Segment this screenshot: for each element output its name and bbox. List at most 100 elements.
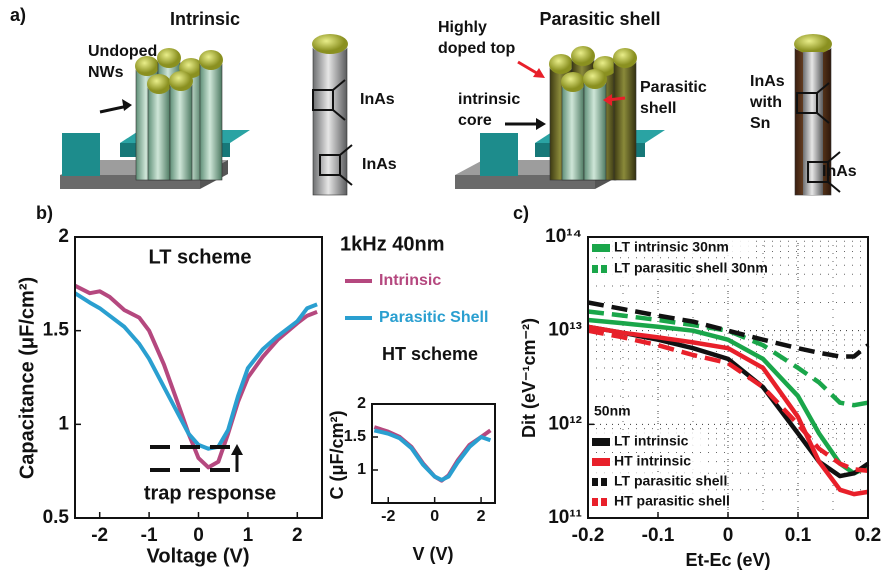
nanowire [613, 61, 637, 181]
diagram-title: Intrinsic [170, 9, 240, 29]
diagram-label: InAs [362, 156, 397, 173]
diagram-label: doped top [438, 40, 516, 57]
pointer [827, 181, 841, 193]
x-tick-label: 0.2 [855, 525, 881, 546]
legend-label: LT parasitic shell 30nm [614, 260, 768, 276]
legend-label: LT parasitic shell [614, 473, 727, 489]
arrowhead [533, 68, 545, 78]
panel-label: c) [513, 203, 529, 223]
y-tick-label: 10¹³ [548, 320, 582, 341]
plot-frame [74, 236, 323, 519]
bracket [796, 92, 818, 114]
annotation: trap response [144, 482, 276, 504]
arrowhead [603, 94, 612, 106]
legend-bg [590, 433, 702, 451]
bracket [807, 161, 829, 183]
legend-label: HT parasitic shell [614, 493, 730, 509]
diagram-label: Sn [750, 115, 770, 132]
x-tick-label: 0 [430, 508, 439, 525]
x-tick-label: -2 [381, 508, 395, 525]
nanowire [583, 82, 607, 181]
cap [613, 48, 637, 68]
nanowire [199, 63, 223, 181]
x-axis-label: Voltage (V) [147, 545, 250, 567]
y-tick-label: 10¹⁴ [545, 226, 582, 247]
cap [199, 50, 223, 70]
schematic [60, 34, 841, 196]
legend-label: HT intrinsic [614, 453, 691, 469]
y-tick-label: 0.5 [43, 507, 70, 528]
cap [549, 54, 573, 74]
core [803, 52, 823, 195]
x-tick-label: 0 [193, 525, 204, 546]
cap [157, 48, 181, 68]
x-axis-label: V (V) [412, 544, 453, 564]
legend-bg [590, 493, 702, 511]
chart-title: LT scheme [149, 246, 252, 268]
x-tick-label: -0.1 [642, 525, 675, 546]
diagram-label: InAs [360, 91, 395, 108]
legend-label: LT intrinsic [614, 433, 689, 449]
chart-title: HT scheme [382, 344, 478, 364]
diagram-label: InAs [822, 163, 857, 180]
x-tick-label: -0.2 [572, 525, 605, 546]
x-tick-label: -2 [91, 525, 108, 546]
pointer [339, 174, 353, 186]
diagram-label: Highly [438, 19, 487, 36]
x-tick-label: 0.1 [785, 525, 812, 546]
legend-label: Parasitic Shell [379, 309, 488, 326]
y-tick-label: 1 [357, 461, 366, 478]
y-tick-label: 10¹² [548, 413, 582, 434]
bracket [319, 154, 341, 176]
panel-label: b) [36, 203, 53, 223]
cap [794, 34, 832, 54]
y-axis-label: C (μF/cm²) [327, 410, 347, 499]
series-line [587, 300, 870, 359]
cap [135, 56, 159, 76]
pointer [827, 151, 841, 163]
series-line [587, 328, 869, 473]
legend-bg [590, 453, 702, 471]
y-tick-label: 1.5 [344, 428, 366, 445]
pointer [816, 112, 830, 124]
y-axis-label: Dit (eV⁻¹cm⁻²) [519, 318, 539, 438]
legend-bg [590, 473, 702, 491]
series-line [373, 428, 492, 482]
pointer [816, 82, 830, 94]
plot-frame [587, 236, 869, 519]
diagram-label: NWs [88, 64, 124, 81]
pointer [332, 79, 346, 91]
cap [312, 34, 348, 54]
diagram-label: shell [640, 100, 676, 117]
nanowire [147, 87, 171, 181]
cap [583, 69, 607, 89]
legend-label: Intrinsic [379, 272, 441, 289]
series-line [74, 283, 318, 470]
x-tick-label: -1 [141, 525, 158, 546]
pointer [332, 109, 346, 121]
bracket [312, 89, 334, 111]
cap [571, 46, 595, 66]
panel-label: a) [10, 5, 26, 25]
x-tick-label: 2 [477, 508, 486, 525]
plot-frame [371, 403, 496, 504]
legend-label: LT intrinsic 30nm [614, 239, 729, 255]
series-line [587, 309, 869, 408]
nanowire [561, 85, 585, 181]
nanowire [169, 84, 193, 181]
cap [147, 74, 171, 94]
diagram-label: core [458, 112, 492, 129]
x-tick-label: 1 [243, 525, 254, 546]
diagram-label: Undoped [88, 43, 157, 60]
y-tick-label: 1 [58, 413, 69, 434]
annotation: 1kHz 40nm [340, 233, 445, 255]
nanowire [312, 47, 348, 196]
y-tick-label: 2 [58, 226, 69, 247]
arrowhead [231, 444, 243, 455]
arrowhead [122, 99, 132, 111]
series-line [73, 291, 318, 451]
y-tick-label: 2 [357, 395, 366, 412]
diagram-label: Parasitic [640, 79, 707, 96]
x-tick-label: 2 [292, 525, 303, 546]
